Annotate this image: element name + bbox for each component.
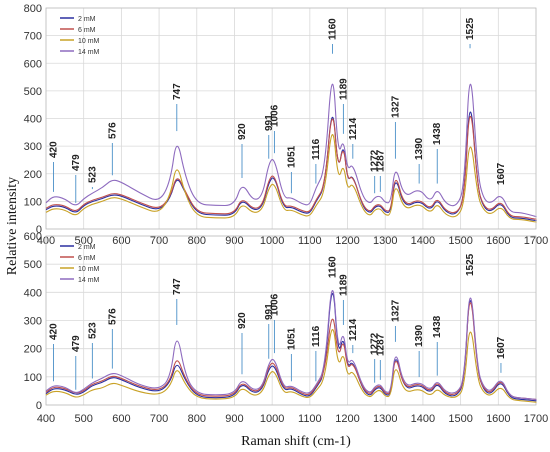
plot-frame <box>45 7 537 230</box>
peak-label: 1287 <box>375 333 386 356</box>
peak-label: 523 <box>87 166 98 183</box>
peak-label: 1327 <box>390 95 401 118</box>
x-tick-label: 1600 <box>486 413 510 425</box>
peak-label: 1189 <box>338 78 349 100</box>
peak-label: 1607 <box>496 336 507 359</box>
legend-label: 6 mM <box>78 255 96 262</box>
x-tick-label: 1200 <box>335 413 359 425</box>
legend-label: 14 mM <box>78 49 100 56</box>
x-tick-label: 1300 <box>373 413 397 425</box>
peak-label: 1214 <box>348 318 359 341</box>
peak-label: 1006 <box>269 293 280 316</box>
peak-label: 576 <box>107 122 118 139</box>
y-tick-label: 600 <box>24 58 42 70</box>
peak-label: 1390 <box>414 324 425 347</box>
x-tick-label: 1000 <box>260 413 284 425</box>
peak-label: 1051 <box>286 327 297 350</box>
peak-label: 1116 <box>311 138 322 160</box>
legend-label: 14 mM <box>78 277 100 284</box>
peak-label: 1390 <box>414 137 425 160</box>
x-tick-label: 900 <box>225 413 243 425</box>
peak-label: 1438 <box>432 122 443 145</box>
peak-label: 1525 <box>465 17 476 40</box>
x-tick-label: 1500 <box>448 413 472 425</box>
peak-label: 991 <box>264 114 275 131</box>
series-line-14-mm <box>45 290 537 400</box>
peak-label: 1160 <box>327 18 338 40</box>
y-tick-label: 300 <box>24 141 42 153</box>
series-line-10-mm <box>45 329 537 403</box>
series-line-6-mm <box>45 302 537 400</box>
x-tick-label: 800 <box>188 413 206 425</box>
peak-label: 1051 <box>286 145 297 168</box>
legend-label: 10 mM <box>78 266 100 273</box>
legend-label: 2 mM <box>78 16 96 23</box>
y-axis-title: Relative intensity <box>5 177 20 275</box>
y-tick-label: 100 <box>24 372 42 384</box>
peak-label: 1006 <box>269 104 280 127</box>
peak-label: 1438 <box>432 315 443 338</box>
plot-frame <box>45 235 537 406</box>
peak-label: 1607 <box>496 162 507 185</box>
peak-label: 576 <box>107 308 118 325</box>
peak-label: 523 <box>87 322 98 339</box>
y-tick-label: 300 <box>24 316 42 328</box>
peak-label: 1525 <box>465 253 476 276</box>
peak-label: 1116 <box>311 325 322 347</box>
x-tick-label: 1100 <box>298 413 322 425</box>
peak-label: 479 <box>71 154 82 171</box>
peak-label: 920 <box>237 312 248 329</box>
x-tick-label: 700 <box>150 413 168 425</box>
x-tick-label: 1400 <box>411 413 435 425</box>
peak-label: 1287 <box>375 149 386 172</box>
legend-label: 6 mM <box>78 27 96 34</box>
y-tick-label: 200 <box>24 344 42 356</box>
x-tick-label: 500 <box>75 413 93 425</box>
peak-label: 747 <box>172 278 183 295</box>
peak-label: 479 <box>71 335 82 352</box>
peak-label: 991 <box>264 303 275 320</box>
peak-label: 1160 <box>327 256 338 278</box>
peak-label: 420 <box>49 323 60 340</box>
series-line-6-mm <box>45 115 537 220</box>
peak-label: 1327 <box>390 299 401 322</box>
series-line-14-mm <box>45 83 537 218</box>
y-tick-label: 800 <box>24 3 42 15</box>
y-tick-label: 500 <box>24 86 42 98</box>
peak-label: 1272 <box>370 149 381 172</box>
y-tick-label: 100 <box>24 196 42 208</box>
peak-label: 1214 <box>348 117 359 140</box>
series-line-10-mm <box>45 134 537 223</box>
y-tick-label: 400 <box>24 287 42 299</box>
x-axis-title: Raman shift (cm-1) <box>241 434 351 449</box>
peak-label: 920 <box>237 123 248 140</box>
y-tick-label: 200 <box>24 169 42 181</box>
peak-label: 1272 <box>370 332 381 355</box>
y-tick-label: 600 <box>24 231 42 243</box>
y-tick-label: 0 <box>36 224 42 236</box>
y-tick-label: 700 <box>24 31 42 43</box>
peak-label: 420 <box>49 141 60 158</box>
legend-label: 2 mM <box>78 244 96 251</box>
x-tick-label: 600 <box>112 413 130 425</box>
peak-label: 1189 <box>338 274 349 296</box>
y-tick-label: 500 <box>24 259 42 271</box>
y-tick-label: 0 <box>36 400 42 412</box>
x-tick-label: 1700 <box>524 413 548 425</box>
legend-label: 10 mM <box>78 38 100 45</box>
y-tick-label: 400 <box>24 114 42 126</box>
bottom-spectrum-panel: 0 100 200 300 400 500 600 400 500 600 700 800 900 100… <box>24 231 549 425</box>
x-tick-label: 400 <box>37 413 55 425</box>
peak-label: 747 <box>172 83 183 100</box>
